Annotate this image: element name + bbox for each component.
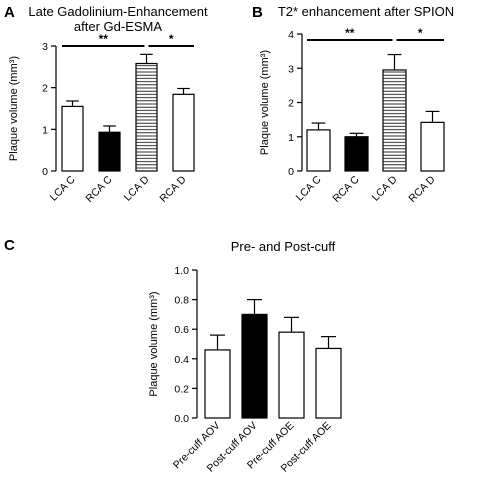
category-label: RCA D xyxy=(157,173,188,204)
y-tick-label: 0 xyxy=(42,166,48,178)
y-tick-label: 1 xyxy=(288,132,294,144)
chart-title: T2* enhancement after SPION xyxy=(278,4,454,19)
y-tick-label: 0 xyxy=(288,166,294,178)
y-tick-label: 3 xyxy=(288,63,294,75)
y-axis-label: Plaque volume (mm³) xyxy=(8,56,20,161)
y-tick-label: 1 xyxy=(42,124,48,136)
bar xyxy=(135,62,158,172)
panel-letter: A xyxy=(4,4,15,21)
category-label: LCA C xyxy=(48,173,78,203)
y-tick-label: 2 xyxy=(288,98,294,110)
y-tick-label: 2 xyxy=(42,83,48,95)
bar xyxy=(172,93,195,172)
significance-label: * xyxy=(169,32,174,46)
significance-label: ** xyxy=(99,32,109,46)
y-tick-label: 0.4 xyxy=(174,354,189,366)
y-tick-label: 3 xyxy=(42,41,48,53)
bar xyxy=(241,313,268,419)
bar xyxy=(204,349,231,419)
bar xyxy=(382,69,407,172)
bar xyxy=(344,136,369,172)
bar xyxy=(306,129,331,172)
chart-title: after Gd-ESMA xyxy=(74,19,162,34)
category-label: RCA D xyxy=(406,173,437,204)
chart-title: Late Gadolinium-Enhancement xyxy=(28,4,208,19)
y-tick-label: 4 xyxy=(288,29,294,41)
category-label: LCA D xyxy=(370,173,400,203)
y-tick-label: 0.0 xyxy=(174,413,189,425)
chart-panel-c: C Pre- and Post-cuff 0.0 0.2 0.4 0.6 0.8 1.0 Pla… xyxy=(4,237,342,475)
chart-panel-b: B T2* enhancement after SPION 0 1 2 3 4 Plaque … xyxy=(252,4,454,205)
category-label: LCA C xyxy=(294,173,324,203)
y-tick-label: 0.8 xyxy=(174,295,189,307)
bar xyxy=(61,105,84,172)
category-label: RCA C xyxy=(83,173,114,204)
bar xyxy=(98,131,121,172)
panel-letter: B xyxy=(252,4,263,21)
significance-label: * xyxy=(418,26,423,40)
bar xyxy=(420,121,445,172)
category-label: LCA D xyxy=(122,173,152,203)
significance-label: ** xyxy=(345,26,355,40)
chart-title: Pre- and Post-cuff xyxy=(231,239,336,254)
y-axis-label: Plaque volume (mm³) xyxy=(259,50,271,155)
y-axis-label: Plaque volume (mm³) xyxy=(148,291,160,396)
panel-letter: C xyxy=(4,237,15,254)
y-tick-label: 0.6 xyxy=(174,324,189,336)
y-tick-label: 1.0 xyxy=(174,265,189,277)
bar xyxy=(278,331,305,419)
bar xyxy=(315,347,342,419)
category-label: RCA C xyxy=(330,173,361,204)
y-tick-label: 0.2 xyxy=(174,383,189,395)
